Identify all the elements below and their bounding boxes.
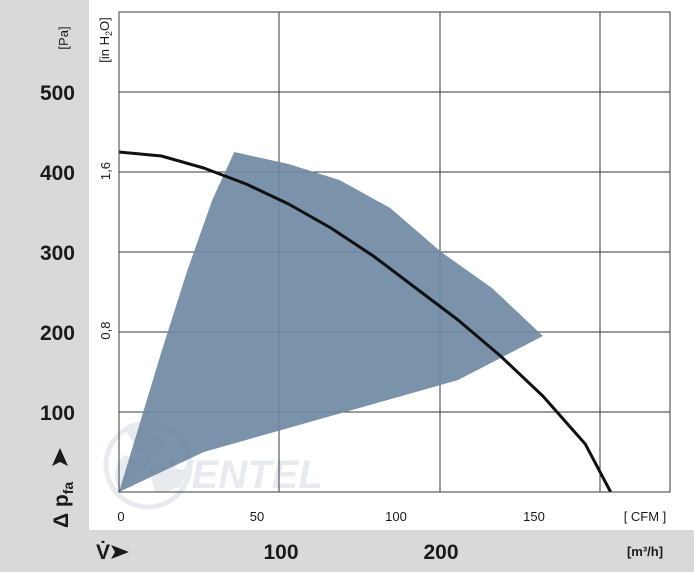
y-axis-symbol: Δ pfa xyxy=(50,448,76,528)
x-tick-cfm-label: 100 xyxy=(385,509,407,524)
m3h-unit-label: [m³/h] xyxy=(627,544,663,559)
tick-labels: 100 200 300 400 500 0,8 1,6 0 50 100 150 100 200 xyxy=(40,82,545,564)
x-tick-m3h-label: 100 xyxy=(263,541,298,564)
y-tick-pa-label: 300 xyxy=(40,242,75,265)
operating-region-polygon xyxy=(119,152,543,492)
y-tick-pa-label: 200 xyxy=(40,322,75,345)
x-tick-cfm-label: 150 xyxy=(523,509,545,524)
y-tick-pa-label: 400 xyxy=(40,162,75,185)
inh2o-unit-label: [in H2O] xyxy=(97,17,114,62)
plot-border xyxy=(118,11,671,493)
plot-frame xyxy=(118,11,671,493)
left-axis-band xyxy=(0,0,89,572)
pa-unit-label: [Pa] xyxy=(56,26,71,49)
operating-region xyxy=(119,152,543,492)
performance-curve xyxy=(118,150,612,493)
y-tick-pa-label: 500 xyxy=(40,82,75,105)
pressure-curve-line xyxy=(118,150,612,493)
x-tick-cfm-label: 0 xyxy=(117,509,124,524)
delta-p-label: Δ pfa xyxy=(50,482,76,528)
bottom-axis-band xyxy=(89,530,694,572)
x-tick-m3h-label: 200 xyxy=(423,541,458,564)
x-arrow-icon xyxy=(111,545,129,559)
y-tick-inh2o-label: 0,8 xyxy=(98,322,113,340)
flow-symbol-label: V̇ xyxy=(96,540,110,564)
y-tick-pa-label: 100 xyxy=(40,402,75,425)
cfm-unit-label: [ CFM ] xyxy=(624,509,667,524)
y-arrow-icon xyxy=(52,448,68,466)
watermark-text: VENTEL xyxy=(165,453,323,497)
x-tick-cfm-label: 50 xyxy=(250,509,264,524)
y-tick-inh2o-label: 1,6 xyxy=(98,162,113,180)
